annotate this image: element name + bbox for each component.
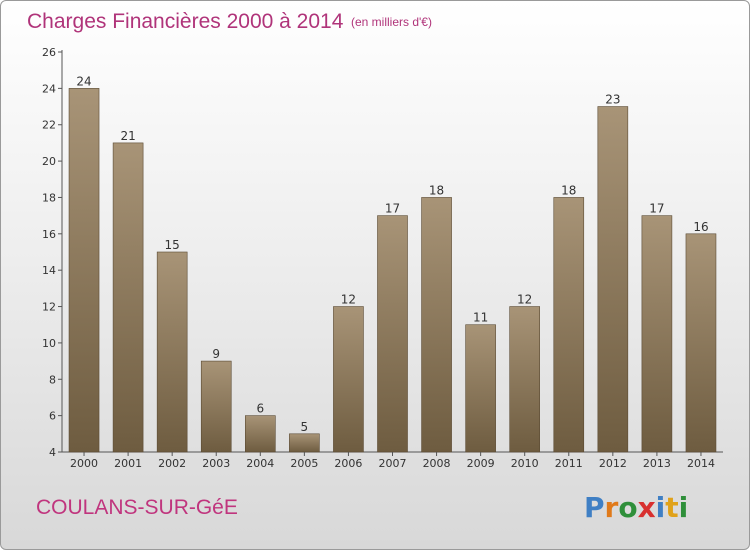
data-label-2011: 18: [561, 183, 576, 197]
data-label-2014: 16: [693, 220, 708, 234]
data-label-2008: 18: [429, 183, 444, 197]
y-tick-label: 24: [42, 82, 56, 95]
bar-2010: [509, 306, 541, 453]
x-tick-label-2003: 2003: [202, 457, 230, 470]
chart-subtitle: (en milliers d'€): [351, 15, 432, 29]
data-label-2002: 15: [165, 238, 180, 252]
bar-2004: [245, 415, 276, 453]
x-tick-label-2005: 2005: [290, 457, 318, 470]
x-tick-label-2007: 2007: [379, 457, 407, 470]
data-label-2009: 11: [473, 311, 488, 325]
y-tick-label: 10: [42, 337, 56, 350]
x-tick-label-2009: 2009: [467, 457, 495, 470]
x-tick-label-2000: 2000: [70, 457, 98, 470]
data-label-2003: 9: [212, 347, 220, 361]
bars-group: 24 2000 21 2001 15 2002 9 2003 6 2004 5 2005 12 2006 1…: [68, 74, 717, 470]
data-label-2010: 12: [517, 293, 532, 307]
y-tick-label: 4: [49, 446, 56, 459]
chart-title: Charges Financières 2000 à 2014: [27, 10, 344, 33]
y-tick-label: 20: [42, 155, 56, 168]
bar-2006: [333, 306, 364, 453]
y-tick-label: 18: [42, 191, 56, 204]
data-label-2005: 5: [301, 420, 309, 434]
y-tick-label: 16: [42, 228, 56, 241]
bar-2007: [377, 215, 408, 453]
data-label-2001: 21: [120, 129, 135, 143]
bar-2003: [200, 360, 232, 453]
bar-2013: [641, 215, 673, 453]
data-label-2006: 12: [341, 293, 356, 307]
y-tick-label: 26: [42, 46, 56, 59]
bar-2008: [421, 197, 452, 453]
x-tick-label-2006: 2006: [334, 457, 362, 470]
x-tick-label-2014: 2014: [687, 457, 715, 470]
x-tick-label-2011: 2011: [555, 457, 583, 470]
y-tick-label: 14: [42, 264, 56, 277]
bar-2000: [68, 88, 100, 453]
y-tick-label: 22: [42, 119, 56, 132]
bar-2005: [289, 433, 320, 453]
proxiti-logo: Proxiti: [584, 491, 688, 524]
data-label-2007: 17: [385, 202, 400, 216]
x-tick-label-2008: 2008: [423, 457, 451, 470]
x-tick-label-2002: 2002: [158, 457, 186, 470]
y-tick-label: 6: [49, 410, 56, 423]
x-tick-label-2010: 2010: [511, 457, 539, 470]
bar-2009: [465, 324, 496, 453]
bar-2011: [553, 197, 585, 453]
bar-2002: [156, 251, 188, 453]
x-tick-label-2013: 2013: [643, 457, 671, 470]
data-label-2013: 17: [649, 202, 664, 216]
x-tick-label-2012: 2012: [599, 457, 627, 470]
commune-name: COULANS-SUR-GéE: [36, 496, 238, 519]
bar-2014: [685, 233, 717, 453]
x-tick-label-2004: 2004: [246, 457, 274, 470]
bar-2001: [112, 142, 144, 453]
data-label-2000: 24: [76, 74, 91, 88]
data-label-2004: 6: [256, 402, 264, 416]
proxiti-logo-text: Proxiti: [584, 491, 688, 524]
y-tick-label: 12: [42, 301, 56, 314]
bar-2012: [597, 106, 629, 453]
data-label-2012: 23: [605, 93, 620, 107]
y-tick-label: 8: [49, 373, 56, 386]
x-tick-label-2001: 2001: [114, 457, 142, 470]
